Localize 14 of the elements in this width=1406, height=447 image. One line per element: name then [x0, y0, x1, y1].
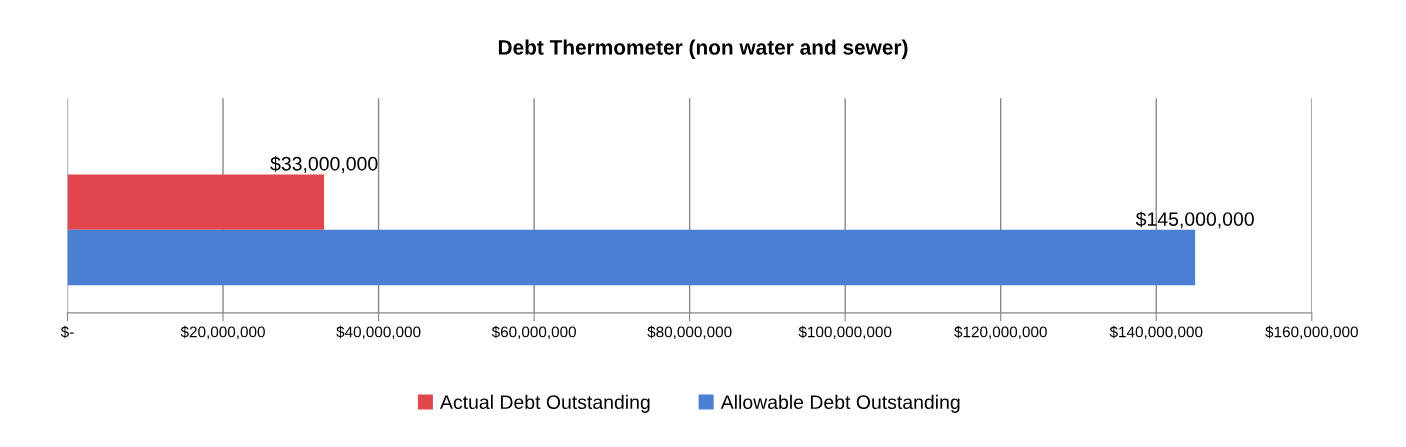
x-tick-label: $140,000,000	[1109, 325, 1203, 340]
x-tick-label: $120,000,000	[954, 325, 1047, 340]
x-tick-label: $60,000,000	[491, 325, 576, 340]
x-tick-label: $160,000,000	[1265, 325, 1358, 340]
x-tick-label: $40,000,000	[336, 325, 421, 340]
data-label: $33,000,000	[270, 156, 378, 173]
chart-title: Debt Thermometer (non water and sewer)	[498, 39, 908, 59]
x-tick-label: $80,000,000	[647, 325, 732, 340]
legend-label: Allowable Debt Outstanding	[720, 394, 960, 413]
x-tick-label: $20,000,000	[180, 325, 265, 340]
x-tick-label: $100,000,000	[798, 325, 892, 340]
data-label: $145,000,000	[1135, 211, 1254, 229]
x-tick-label: $-	[60, 325, 74, 339]
legend-label: Actual Debt Outstanding	[440, 394, 650, 413]
